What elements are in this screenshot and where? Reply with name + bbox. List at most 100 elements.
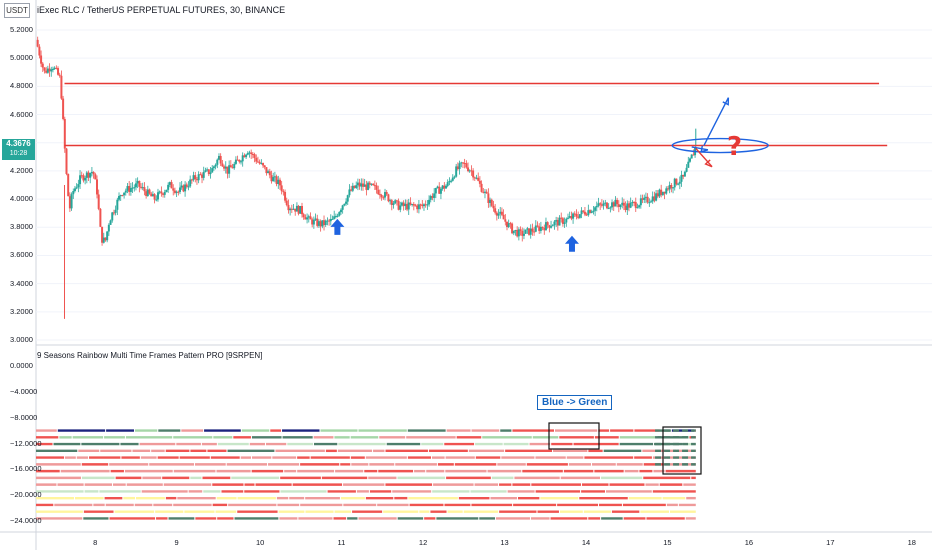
indicator-tick-label: −16.0000: [10, 464, 42, 474]
candle-body: [148, 189, 151, 194]
candle-body: [512, 230, 515, 234]
candle-body: [687, 161, 690, 168]
candle-body: [441, 185, 444, 189]
candle-body: [190, 179, 193, 181]
candle-body: [475, 177, 478, 179]
candle-body: [611, 202, 614, 208]
candle-body: [650, 201, 653, 203]
price-unit-label: USDT: [4, 3, 30, 18]
candle-body: [82, 175, 85, 181]
candle-body: [245, 154, 248, 158]
candle-body: [158, 191, 161, 193]
indicator-tick-label: −20.0000: [10, 490, 42, 500]
candle-body: [445, 185, 448, 189]
candle-body: [217, 155, 220, 160]
candle-body: [195, 179, 198, 181]
candle-body: [575, 213, 578, 217]
candle-body: [448, 181, 451, 183]
candle-body: [538, 226, 541, 231]
candle-body: [589, 210, 592, 213]
price-tick-label: 4.0000: [10, 194, 33, 204]
candle-body: [424, 204, 427, 206]
candle-body: [333, 216, 336, 219]
candle-body: [460, 162, 463, 164]
candle-body: [494, 208, 497, 213]
candle-body: [375, 185, 378, 190]
candle-body: [577, 216, 580, 218]
candle-body: [170, 182, 173, 189]
candle-body: [40, 55, 43, 64]
candle-body: [597, 203, 600, 206]
candle-body: [489, 199, 492, 203]
candle-body: [94, 174, 97, 180]
candle-body: [683, 171, 686, 177]
candle-body: [627, 203, 630, 208]
candle-body: [251, 154, 254, 156]
candle-body: [434, 187, 437, 194]
candle-body: [160, 191, 163, 194]
candle-body: [107, 224, 110, 232]
candle-body: [167, 184, 170, 190]
candle-body: [563, 222, 566, 224]
candle-body: [680, 174, 683, 182]
candle-body: [345, 201, 348, 204]
candle-body: [309, 216, 312, 220]
candle-body: [350, 189, 353, 191]
candle-body: [272, 177, 275, 182]
candle-body: [282, 191, 285, 193]
chart-title: iExec RLC / TetherUS PERPETUAL FUTURES, …: [37, 5, 286, 15]
candle-body: [258, 161, 261, 164]
candle-body: [592, 210, 595, 212]
highlight-box-blue: [548, 422, 600, 450]
candle-body: [197, 174, 200, 181]
candle-body: [419, 204, 422, 206]
candle-body: [53, 67, 56, 69]
candle-body: [370, 183, 373, 185]
breakdown-down-arrow: [695, 147, 713, 168]
candle-body: [688, 158, 691, 162]
candle-body: [212, 166, 215, 169]
current-price-value: 4.3676: [6, 139, 31, 148]
candle-body: [438, 186, 441, 194]
breakout-arrow-stub: [691, 146, 709, 151]
candle-body: [304, 217, 307, 220]
candle-body: [214, 164, 217, 167]
candle-body: [323, 220, 326, 226]
candle-body: [316, 218, 319, 226]
candle-body: [250, 152, 253, 155]
candle-body: [363, 184, 366, 187]
candle-body: [262, 163, 265, 166]
candle-body: [402, 202, 405, 207]
candle-body: [675, 178, 678, 185]
time-tick-label: 15: [663, 538, 672, 547]
candle-body: [85, 172, 88, 178]
candle-body: [145, 191, 148, 196]
candle-body: [543, 227, 546, 231]
candle-body: [529, 228, 532, 235]
candle-body: [194, 175, 197, 180]
candle-body: [638, 205, 641, 208]
candle-body: [477, 177, 480, 181]
candle-body: [644, 196, 647, 198]
candle-body: [50, 69, 53, 72]
time-tick-label: 11: [337, 538, 346, 547]
breakout-up-arrow-head: [722, 97, 730, 106]
candle-body: [119, 195, 122, 197]
candle-body: [406, 203, 409, 210]
candle-body: [519, 229, 522, 231]
candle-body: [690, 154, 693, 159]
candle-body: [504, 219, 507, 222]
candle-body: [384, 192, 387, 198]
candle-body: [128, 186, 131, 192]
candle-body: [605, 202, 608, 209]
candle-body: [507, 223, 510, 228]
candle-body: [267, 171, 270, 174]
candle-body: [468, 170, 471, 172]
candle-body: [331, 218, 334, 220]
candle-body: [412, 203, 415, 206]
time-tick-label: 18: [907, 538, 916, 547]
candle-body: [455, 166, 458, 177]
candle-body: [472, 170, 475, 178]
candle-body: [426, 204, 429, 206]
